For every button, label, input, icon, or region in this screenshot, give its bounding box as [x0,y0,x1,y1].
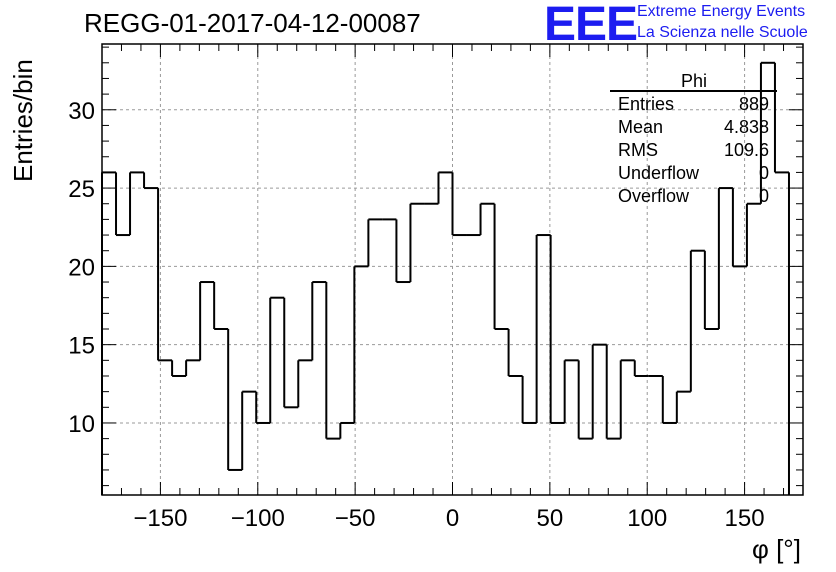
stats-label: Underflow [618,163,700,183]
stats-box: Phi Entries 889 Mean 4.838 RMS 109.6 Underflow 0… [610,71,777,206]
x-tick-label: 50 [537,505,564,532]
stats-value: 0 [759,186,769,206]
stats-title: Phi [681,71,707,91]
logo-line-1: Extreme Energy Events [637,3,806,20]
y-tick-label: 10 [68,411,95,438]
stats-label: Overflow [618,186,690,206]
chart-title: REGG-01-2017-04-12-00087 [84,8,421,38]
logo-line-2: La Scienza nelle Scuole [637,24,808,41]
y-tick-label: 25 [68,176,95,203]
stats-label: RMS [618,140,658,160]
stats-value: 889 [739,94,769,114]
x-tick-label: 150 [725,505,765,532]
stats-label: Mean [618,117,663,137]
y-tick-label: 15 [68,333,95,360]
stats-value: 0 [759,163,769,183]
stats-label: Entries [618,94,674,114]
stats-value: 4.838 [724,117,769,137]
x-axis-label: φ [°] [752,534,801,564]
x-tick-label: 100 [627,505,667,532]
x-tick-label: −100 [231,505,285,532]
histogram-bins [101,61,790,495]
y-tick-label: 20 [68,254,95,281]
x-tick-label: −150 [133,505,187,532]
x-tick-label: 0 [446,505,459,532]
eee-logo-icon: EEE [544,0,638,51]
stats-value: 109.6 [724,140,769,160]
x-tick-label: −50 [335,505,376,532]
y-tick-label: 30 [68,98,95,125]
